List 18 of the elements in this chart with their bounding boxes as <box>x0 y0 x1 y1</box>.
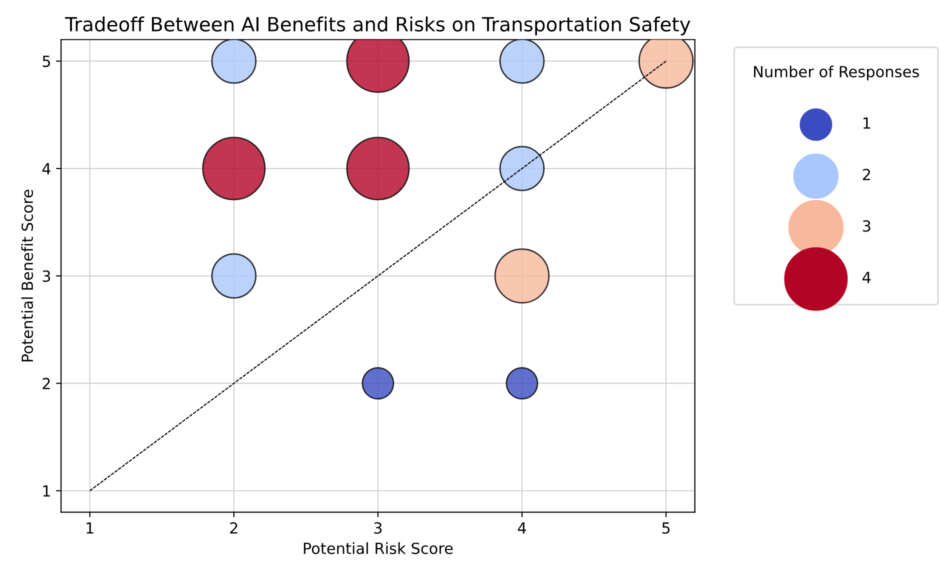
legend-label: 3 <box>862 220 870 232</box>
x-tick-label: 5 <box>662 522 670 534</box>
y-tick-label: 3 <box>42 270 50 282</box>
x-tick-label: 4 <box>518 522 526 534</box>
x-tick-label: 1 <box>86 522 94 534</box>
legend-title: Number of Responses <box>754 66 919 80</box>
y-tick-label: 5 <box>42 56 50 68</box>
x-tick-label: 2 <box>230 522 238 534</box>
y-tick-label: 1 <box>43 485 50 497</box>
y-axis-title: Potential Benefit Score <box>21 190 34 362</box>
x-axis-title: Potential Risk Score <box>304 542 453 554</box>
legend-label: 2 <box>862 168 870 180</box>
legend-label: 4 <box>862 272 871 284</box>
legend-label: 1 <box>863 118 870 129</box>
y-tick-label: 2 <box>42 378 50 390</box>
y-tick-label: 4 <box>42 163 50 174</box>
chart-title: Tradeoff Between AI Benefits and Risks on Transportation Safety <box>64 16 690 36</box>
x-tick-label: 3 <box>374 522 382 534</box>
